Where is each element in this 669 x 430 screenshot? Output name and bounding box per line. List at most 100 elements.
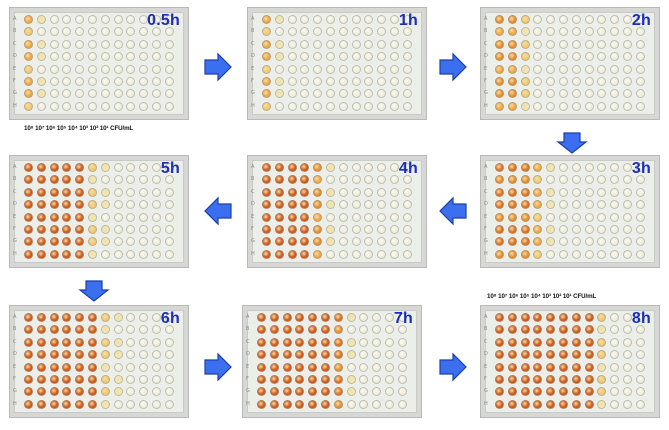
row-letter: A xyxy=(13,16,17,22)
row-letter: H xyxy=(484,250,488,257)
well xyxy=(326,52,335,62)
well xyxy=(559,399,568,409)
well xyxy=(559,362,568,372)
well xyxy=(377,212,387,222)
right-arrow-icon xyxy=(203,352,233,382)
well xyxy=(62,89,72,99)
well xyxy=(75,313,85,322)
well xyxy=(571,163,581,172)
well xyxy=(390,39,399,49)
well xyxy=(546,212,556,222)
well xyxy=(326,200,335,210)
well xyxy=(635,187,645,197)
well xyxy=(390,187,399,197)
well xyxy=(326,175,335,185)
well xyxy=(100,387,110,397)
row-letter: G xyxy=(251,238,255,245)
row-letter: B xyxy=(484,28,488,35)
well xyxy=(584,399,594,409)
well xyxy=(24,101,33,111)
well xyxy=(364,237,374,247)
well xyxy=(321,313,330,322)
well xyxy=(62,313,72,322)
time-label: 2h xyxy=(631,12,651,29)
well xyxy=(584,249,594,259)
well xyxy=(346,362,356,372)
row-letter: D xyxy=(13,53,17,60)
well xyxy=(520,52,530,62)
well xyxy=(257,375,266,384)
row-letter: D xyxy=(251,201,255,208)
well xyxy=(75,249,85,259)
well xyxy=(402,225,412,234)
well xyxy=(164,27,174,37)
well xyxy=(282,399,292,409)
well xyxy=(308,350,318,360)
well xyxy=(364,187,374,197)
well xyxy=(520,200,530,210)
well xyxy=(351,39,361,49)
well xyxy=(62,101,72,111)
well xyxy=(313,225,323,234)
well xyxy=(88,15,97,24)
well xyxy=(546,399,556,409)
row-letter: C xyxy=(13,40,17,47)
well xyxy=(49,237,59,247)
well xyxy=(152,387,161,397)
well xyxy=(333,337,343,347)
well xyxy=(24,64,33,74)
well xyxy=(507,387,517,397)
well xyxy=(75,237,85,247)
well xyxy=(75,101,85,111)
well xyxy=(390,89,399,99)
well xyxy=(597,313,607,322)
well xyxy=(126,362,136,372)
well xyxy=(100,337,110,347)
well xyxy=(390,101,399,111)
right-arrow-icon xyxy=(203,52,233,82)
well xyxy=(571,387,581,397)
well xyxy=(300,15,310,24)
well xyxy=(546,387,556,397)
well xyxy=(597,175,607,185)
well xyxy=(597,350,607,360)
well xyxy=(49,200,59,210)
row-letter: E xyxy=(484,213,488,220)
well xyxy=(36,387,46,397)
well xyxy=(610,77,620,86)
well xyxy=(533,337,543,347)
well xyxy=(308,313,318,322)
well xyxy=(359,350,369,360)
well xyxy=(495,77,504,86)
well xyxy=(397,350,407,360)
well xyxy=(326,64,335,74)
well xyxy=(262,89,271,99)
well xyxy=(100,64,110,74)
well xyxy=(397,313,407,322)
well xyxy=(351,52,361,62)
well xyxy=(635,101,645,111)
well xyxy=(338,39,348,49)
right-arrow-icon xyxy=(438,52,468,82)
well xyxy=(533,237,543,247)
row-letter: F xyxy=(251,226,254,232)
well xyxy=(333,399,343,409)
well xyxy=(546,225,556,234)
well xyxy=(295,337,305,347)
well xyxy=(262,237,271,247)
well xyxy=(495,200,504,210)
well xyxy=(610,200,620,210)
well xyxy=(139,200,149,210)
well xyxy=(571,313,581,322)
well xyxy=(24,77,33,86)
well xyxy=(300,101,310,111)
well xyxy=(274,187,284,197)
well xyxy=(321,399,330,409)
well xyxy=(610,52,620,62)
well xyxy=(533,325,543,335)
row-letter: C xyxy=(13,188,17,195)
well xyxy=(139,101,149,111)
down-arrow-icon xyxy=(556,131,588,155)
well xyxy=(402,39,412,49)
